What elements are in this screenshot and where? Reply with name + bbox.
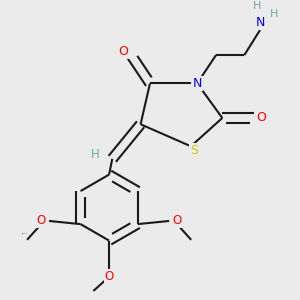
Text: H: H <box>91 148 99 160</box>
Text: H: H <box>270 9 278 19</box>
Text: N: N <box>193 77 202 90</box>
Text: N: N <box>255 16 265 28</box>
Text: O: O <box>172 214 182 227</box>
Text: O: O <box>37 214 46 227</box>
Text: S: S <box>190 145 198 158</box>
Text: H: H <box>253 1 261 11</box>
Text: O: O <box>104 270 114 283</box>
Text: O: O <box>257 112 267 124</box>
Text: O: O <box>118 45 128 58</box>
Text: methoxy: methoxy <box>22 233 28 234</box>
